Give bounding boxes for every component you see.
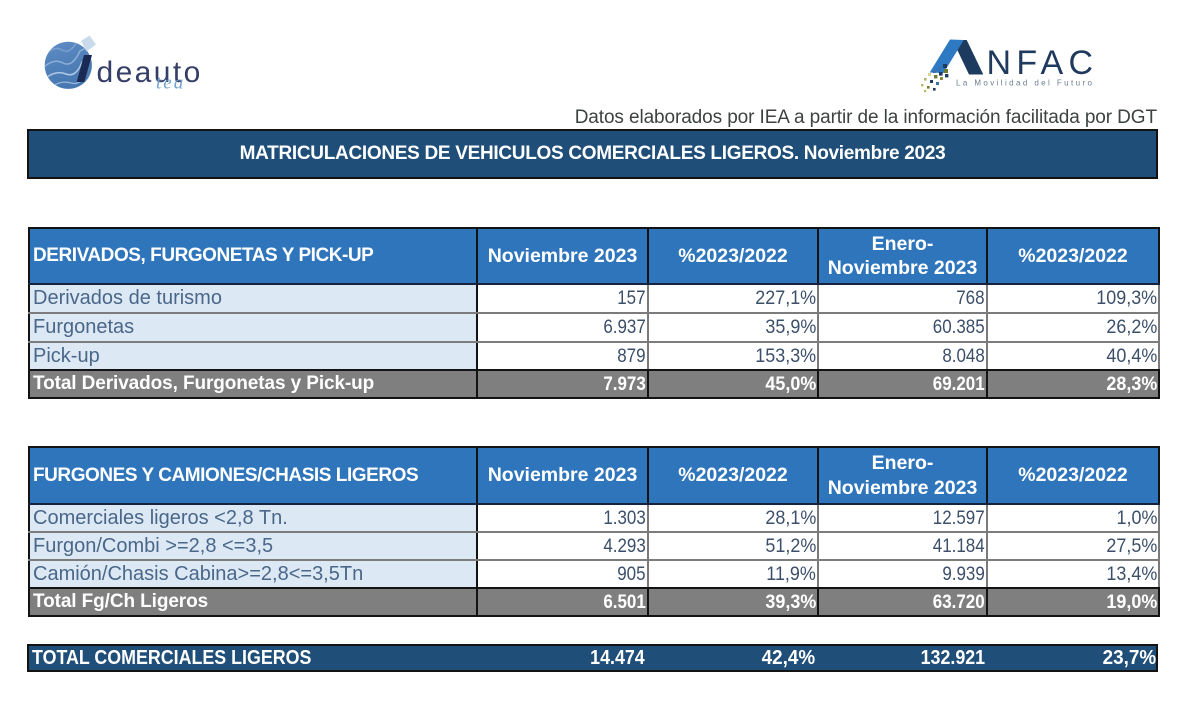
svg-text:deauto: deauto [97,56,203,89]
svg-text:tea: tea [156,73,185,94]
svg-text:NFAC: NFAC [987,44,1099,82]
svg-text:La Movilidad del Futuro: La Movilidad del Futuro [956,79,1094,88]
